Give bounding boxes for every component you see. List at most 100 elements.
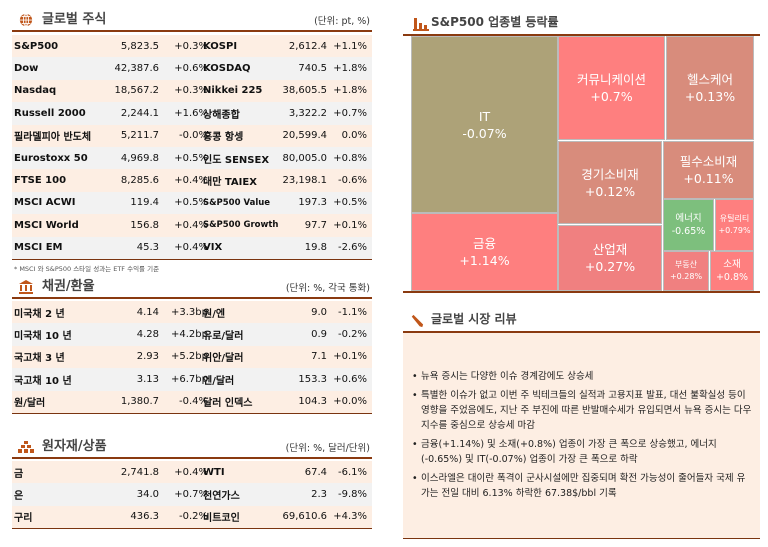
- unit-label: (단위: pt, %): [314, 16, 370, 27]
- table-row: 은 34.0 +0.7% 천연가스 2.3 -9.8%: [12, 483, 372, 506]
- change-cell: +4.3%: [333, 511, 367, 523]
- change-cell: -0.4%: [178, 396, 208, 408]
- value-cell: 3.13: [136, 373, 159, 385]
- change-cell: +0.3%: [174, 85, 208, 97]
- name-cell: 대만 TAIEX: [203, 177, 257, 189]
- change-cell: -0.2%: [337, 329, 367, 341]
- global-stocks-table: S&P500 5,823.5 +0.3% KOSPI 2,612.4 +1.1% Dow 42…: [12, 35, 372, 260]
- name-cell: 미국채 10 년: [14, 331, 72, 343]
- sector-change: +0.11%: [683, 171, 734, 186]
- table-row: 미국채 10 년 4.28 +4.2bp 유로/달러 0.9 -0.2%: [12, 323, 372, 346]
- value-cell: 23,198.1: [282, 175, 327, 187]
- name-cell: MSCI ACWI: [14, 197, 76, 209]
- change-cell: +0.5%: [174, 152, 208, 164]
- sector-cell[interactable]: 부동산 +0.28%: [663, 251, 709, 291]
- change-cell: +0.5%: [333, 197, 367, 209]
- change-cell: +0.4%: [174, 466, 208, 478]
- value-cell: 104.3: [298, 396, 327, 408]
- value-cell: 740.5: [298, 63, 327, 75]
- review-bullet: 이스라엘은 대이란 폭격이 군사시설에만 집중되며 확전 가능성이 줄어들자 국…: [411, 471, 752, 501]
- value-cell: 18,567.2: [114, 85, 159, 97]
- sectors-header: S&P500 업종별 등락률: [403, 12, 760, 36]
- sector-change: +0.79%: [718, 226, 751, 235]
- sector-cell[interactable]: 경기소비재 +0.12%: [558, 141, 662, 224]
- sector-cell[interactable]: 헬스케어 +0.13%: [666, 36, 754, 140]
- change-cell: +0.0%: [333, 396, 367, 408]
- name-cell: 홍콩 항셍: [203, 132, 244, 144]
- sector-cell[interactable]: 에너지 -0.65%: [663, 199, 714, 251]
- sector-cell[interactable]: 필수소비재 +0.11%: [663, 141, 754, 199]
- divider: [403, 291, 760, 293]
- sector-cell[interactable]: 산업재 +0.27%: [558, 225, 662, 291]
- unit-label: (단위: %, 달러/단위): [285, 443, 370, 454]
- review-body: 뉴욕 증시는 다양한 이슈 경계감에도 상승세 특별한 이슈가 없고 이번 주 …: [403, 333, 760, 539]
- value-cell: 38,605.5: [282, 85, 327, 97]
- table-row: 국고채 10 년 3.13 +6.7bp 엔/달러 153.3 +0.6%: [12, 368, 372, 391]
- sector-name: 에너지: [675, 213, 702, 224]
- value-cell: 3,322.2: [288, 107, 327, 119]
- global-stocks-header: 글로벌 주식 (단위: pt, %): [12, 12, 372, 32]
- value-cell: 80,005.0: [282, 152, 327, 164]
- name-cell: 위안/달러: [203, 353, 244, 365]
- change-cell: +6.7bp: [171, 373, 208, 385]
- change-cell: +0.1%: [333, 219, 367, 231]
- value-cell: 119.4: [130, 197, 159, 209]
- value-cell: 2,244.1: [120, 107, 159, 119]
- value-cell: 5,211.7: [120, 130, 159, 142]
- change-cell: -9.8%: [337, 489, 367, 501]
- review-bullet: 뉴욕 증시는 다양한 이슈 경계감에도 상승세: [411, 369, 752, 384]
- name-cell: MSCI EM: [14, 242, 63, 254]
- table-row: 구리 436.3 -0.2% 비트코인 69,610.6 +4.3%: [12, 505, 372, 529]
- sector-name: 부동산: [674, 260, 698, 269]
- bonds-fx-header: 채권/환율 (단위: %, 각국 통화): [12, 279, 372, 299]
- sector-name: 소재: [723, 259, 741, 270]
- value-cell: 2.3: [311, 489, 327, 501]
- change-cell: +0.8%: [333, 152, 367, 164]
- value-cell: 7.1: [311, 351, 327, 363]
- change-cell: -6.1%: [337, 466, 367, 478]
- name-cell: 엔/달러: [203, 375, 235, 387]
- sector-change: +0.12%: [584, 183, 636, 199]
- value-cell: 69,610.6: [282, 511, 327, 523]
- name-cell: Nikkei 225: [203, 85, 263, 97]
- value-cell: 4.28: [136, 329, 159, 341]
- sector-cell[interactable]: 커뮤니케이션 +0.7%: [558, 36, 665, 140]
- change-cell: +1.8%: [333, 85, 367, 97]
- gold-bars-icon: [18, 441, 34, 453]
- value-cell: 97.7: [304, 219, 327, 231]
- table-row: Eurostoxx 50 4,969.8 +0.5% 인도 SENSEX 80,005.…: [12, 146, 372, 170]
- change-cell: +0.4%: [174, 219, 208, 231]
- change-cell: +0.4%: [174, 242, 208, 254]
- sector-name: 유틸리티: [719, 214, 750, 223]
- change-cell: +0.1%: [333, 351, 367, 363]
- change-cell: +0.3%: [174, 40, 208, 52]
- table-row: Dow 42,387.6 +0.6% KOSDAQ 740.5 +1.8%: [12, 57, 372, 80]
- name-cell: 달러 인덱스: [203, 398, 253, 410]
- name-cell: 원/엔: [203, 308, 226, 320]
- table-row: MSCI ACWI 119.4 +0.5% S&P500 Value 197.3 +0.5…: [12, 191, 372, 215]
- sector-cell[interactable]: 금융 +1.14%: [411, 213, 558, 291]
- sector-cell[interactable]: IT -0.07%: [411, 36, 558, 213]
- name-cell: 은: [14, 491, 24, 503]
- name-cell: WTI: [203, 466, 225, 478]
- sector-name: 산업재: [592, 242, 628, 257]
- sector-name: 필수소비재: [679, 154, 738, 169]
- value-cell: 4.14: [136, 306, 159, 318]
- name-cell: FTSE 100: [14, 175, 67, 187]
- value-cell: 34.0: [136, 489, 159, 501]
- change-cell: +0.4%: [174, 175, 208, 187]
- section-title: 글로벌 주식: [42, 12, 107, 27]
- sector-cell[interactable]: 소재 +0.8%: [710, 251, 754, 291]
- value-cell: 436.3: [130, 511, 159, 523]
- section-title: 채권/환율: [42, 279, 95, 294]
- change-cell: -1.1%: [337, 306, 367, 318]
- name-cell: 인도 SENSEX: [203, 154, 270, 166]
- name-cell: KOSPI: [203, 40, 238, 52]
- name-cell: 필라델피아 반도체: [14, 132, 92, 144]
- sector-cell[interactable]: 유틸리티 +0.79%: [715, 199, 754, 251]
- table-row: MSCI World 156.8 +0.4% S&P500 Growth 97.7 +0.…: [12, 214, 372, 237]
- change-cell: -0.6%: [337, 175, 367, 187]
- value-cell: 8,285.6: [120, 175, 159, 187]
- change-cell: -0.2%: [178, 511, 208, 523]
- review-bullet: 특별한 이슈가 없고 이번 주 빅테크들의 실적과 고용지표 발표, 대선 불확…: [411, 388, 752, 433]
